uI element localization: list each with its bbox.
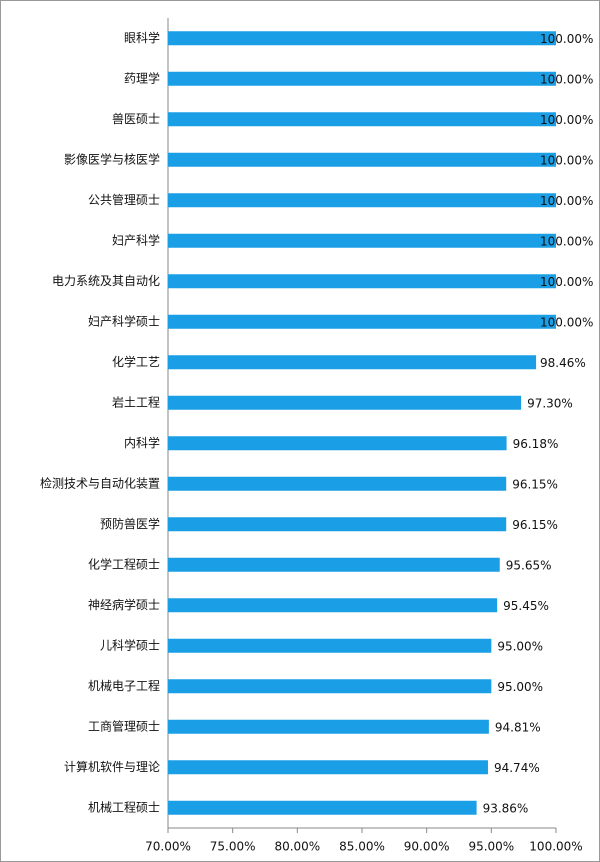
y-tick-label: 机械工程硕士 (88, 799, 160, 814)
bar (168, 395, 522, 410)
bar (168, 638, 492, 653)
y-tick-label: 检测技术与自动化装置 (40, 475, 160, 490)
bar (168, 436, 507, 451)
bar (168, 517, 507, 532)
value-label: 100.00% (540, 32, 593, 46)
bar (168, 355, 537, 370)
x-tick-label: 100.00% (529, 840, 582, 854)
value-label: 96.15% (512, 477, 558, 491)
bar (168, 71, 556, 86)
y-tick-label: 化学工程硕士 (88, 556, 160, 571)
y-tick-label: 内科学 (124, 435, 160, 450)
bar (168, 314, 556, 329)
value-label: 100.00% (540, 275, 593, 289)
x-tick-label: 80.00% (274, 840, 320, 854)
value-label: 95.65% (506, 558, 552, 572)
y-tick-label: 计算机软件与理论 (64, 759, 160, 774)
y-tick-label: 影像医学与核医学 (64, 151, 160, 166)
value-label: 95.45% (503, 599, 549, 613)
value-label: 95.00% (497, 639, 543, 653)
value-label: 100.00% (540, 113, 593, 127)
value-label: 97.30% (527, 396, 573, 410)
value-label: 94.74% (494, 761, 540, 775)
y-tick-label: 公共管理硕士 (88, 192, 160, 207)
y-tick-label: 儿科学硕士 (100, 637, 160, 652)
value-label: 100.00% (540, 315, 593, 329)
y-tick-label: 神经病学硕士 (88, 597, 160, 612)
x-tick-label: 90.00% (404, 840, 450, 854)
x-tick-label: 70.00% (145, 840, 191, 854)
bar (168, 760, 488, 775)
value-label: 96.18% (513, 437, 559, 451)
y-tick-label: 妇产科学硕士 (88, 313, 160, 328)
value-label: 100.00% (540, 153, 593, 167)
y-tick-label: 工商管理硕士 (88, 718, 160, 733)
bar (168, 233, 556, 248)
bar (168, 112, 556, 127)
y-tick-label: 眼科学 (124, 30, 160, 45)
value-label: 94.81% (495, 720, 541, 734)
bar (168, 152, 556, 167)
value-label: 100.00% (540, 194, 593, 208)
value-label: 100.00% (540, 234, 593, 248)
x-tick-label: 75.00% (210, 840, 256, 854)
y-tick-label: 化学工艺 (112, 354, 160, 369)
bar (168, 31, 556, 46)
bar (168, 274, 556, 289)
y-tick-label: 妇产科学 (112, 232, 160, 247)
y-tick-label: 兽医硕士 (112, 112, 160, 126)
x-tick-label: 85.00% (339, 840, 385, 854)
bar (168, 800, 477, 815)
y-tick-label: 预防兽医学 (100, 516, 160, 531)
value-label: 100.00% (540, 72, 593, 86)
y-tick-label: 药理学 (124, 70, 160, 85)
bar (168, 679, 492, 694)
value-label: 93.86% (483, 801, 529, 815)
bar (168, 557, 500, 572)
bar (168, 598, 498, 613)
value-label: 96.15% (512, 518, 558, 532)
value-label: 95.00% (497, 680, 543, 694)
y-tick-label: 电力系统及其自动化 (52, 274, 160, 288)
value-label: 98.46% (540, 356, 586, 370)
bar (168, 719, 489, 734)
y-tick-label: 岩土工程 (112, 394, 160, 409)
y-tick-label: 机械电子工程 (88, 678, 160, 693)
bar (168, 476, 507, 491)
bar (168, 193, 556, 208)
x-tick-label: 95.00% (468, 840, 514, 854)
